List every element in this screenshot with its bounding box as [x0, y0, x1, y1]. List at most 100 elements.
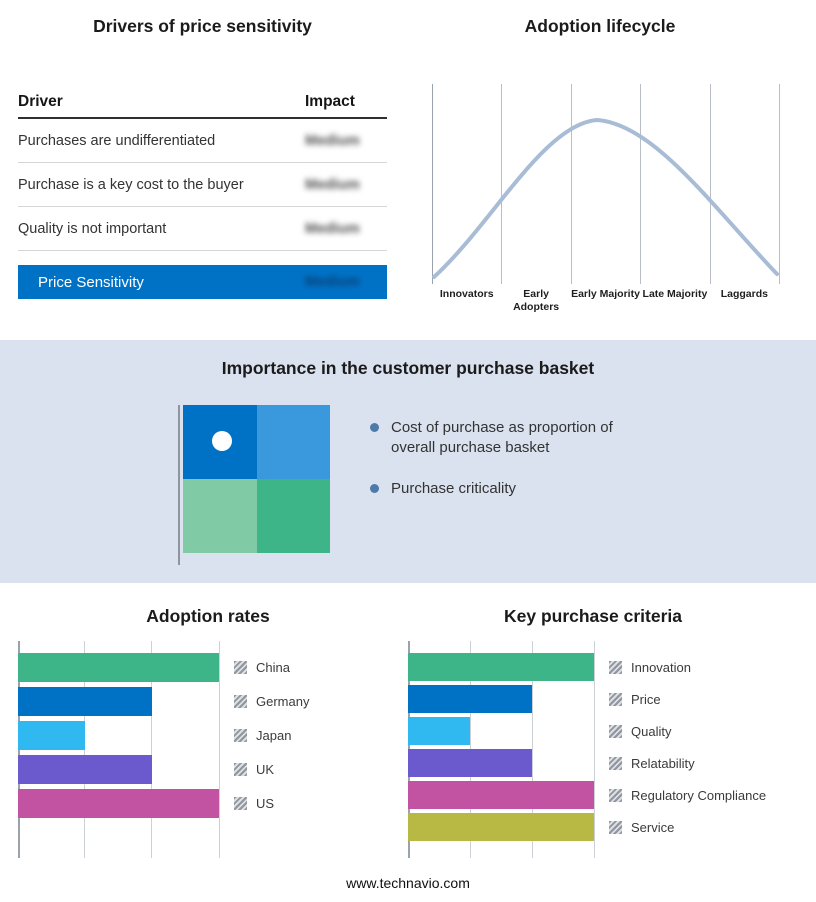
stage-label-innovators: Innovators — [439, 288, 494, 300]
table-row: Quality is not important Medium — [18, 207, 387, 251]
legend-label: Price — [631, 691, 661, 707]
legend-label: Germany — [256, 694, 310, 709]
plot-area — [408, 641, 595, 858]
chart-body: China Germany Japan UK US — [18, 641, 398, 858]
bar-quality — [408, 717, 470, 745]
impact-cell-redacted: Medium — [305, 274, 360, 290]
stage-label-laggards: Laggards — [720, 288, 768, 300]
adoption-lifecycle-panel: Adoption lifecycle Innovators Early Adop… — [410, 16, 790, 313]
legend-item: Price — [609, 685, 766, 713]
price-sensitivity-label: Price Sensitivity — [38, 273, 144, 291]
bullet-text: Cost of purchase as proportion of overal… — [391, 419, 613, 456]
quadrant-cell-bottom-right — [256, 479, 330, 553]
legend-item: Germany — [234, 687, 309, 716]
legend-item: Relatability — [609, 749, 766, 777]
driver-cell: Purchase is a key cost to the buyer — [18, 176, 244, 193]
legend-item: US — [234, 789, 309, 818]
quadrant-cell-bottom-left — [183, 479, 257, 553]
legend-swatch-icon — [234, 797, 247, 810]
legend-swatch-icon — [609, 724, 622, 738]
bars — [18, 641, 219, 818]
bar-price — [408, 685, 532, 713]
drivers-of-price-sensitivity-panel: Drivers of price sensitivity Driver Impa… — [18, 16, 387, 299]
drivers-table: Driver Impact Purchases are undifferenti… — [18, 89, 387, 251]
legend-swatch-icon — [609, 788, 622, 802]
key-purchase-criteria-title: Key purchase criteria — [503, 606, 682, 626]
bullet-icon — [370, 484, 379, 493]
bullet-text: Purchase criticality — [391, 480, 517, 497]
bar-row — [408, 813, 594, 841]
bar-china — [18, 653, 219, 682]
bar-uk — [18, 755, 152, 784]
chart-legend: China Germany Japan UK US — [234, 641, 309, 858]
bar-relatability — [408, 749, 532, 777]
impact-cell-redacted: Medium — [305, 132, 360, 149]
bullet-icon — [370, 423, 379, 432]
legend-label: Service — [631, 819, 675, 835]
bar-row — [408, 749, 594, 777]
legend-item: China — [234, 653, 309, 682]
impact-cell-redacted: Medium — [305, 220, 360, 237]
position-marker-dot — [212, 431, 232, 451]
gridline — [593, 641, 595, 858]
drivers-table-header: Driver Impact — [18, 89, 387, 119]
legend-label: Japan — [256, 728, 292, 743]
quadrant-graphic — [178, 405, 338, 570]
purchase-basket-band: Importance in the customer purchase bask… — [0, 340, 816, 583]
gridline — [640, 84, 642, 284]
legend-swatch-icon — [234, 695, 247, 708]
bar-row — [18, 687, 219, 716]
bar-service — [408, 813, 594, 841]
impact-cell-redacted: Medium — [305, 176, 360, 193]
legend-item: Service — [609, 813, 766, 841]
lifecycle-stage-labels: Innovators Early Adopters Early Majority… — [432, 288, 779, 313]
chart-legend: Innovation Price Quality Relatability Regula… — [609, 641, 766, 858]
bar-row — [18, 755, 219, 784]
legend-item: Quality — [609, 717, 766, 745]
stage-label-early-adopters: Early Adopters — [513, 288, 560, 313]
legend-label: Regulatory Compliance — [631, 787, 767, 803]
column-header-driver: Driver — [18, 93, 63, 110]
legend-label: Quality — [631, 723, 672, 739]
legend-swatch-icon — [609, 660, 622, 674]
bar-japan — [18, 721, 85, 750]
bar-innovation — [408, 653, 594, 681]
legend-label: UK — [256, 762, 275, 777]
bar-row — [18, 721, 219, 750]
price-sensitivity-summary-row: Price Sensitivity Medium — [18, 265, 387, 299]
gridline — [432, 84, 433, 284]
bar-row — [408, 717, 594, 745]
gridline — [151, 641, 153, 858]
list-item: Purchase criticality — [370, 479, 642, 499]
bar-us — [18, 789, 219, 818]
bar-row — [408, 685, 594, 713]
stage-label-late-majority: Late Majority — [642, 288, 708, 300]
legend-swatch-icon — [609, 692, 622, 706]
bar-germany — [18, 687, 152, 716]
bar-row — [408, 653, 594, 681]
table-row: Purchase is a key cost to the buyer Medi… — [18, 163, 387, 207]
bar-row — [408, 781, 594, 809]
gridline — [709, 84, 711, 284]
bell-curve-icon — [432, 117, 779, 279]
legend-swatch-icon — [234, 729, 247, 742]
legend-label: US — [256, 796, 275, 811]
basket-panel-title: Importance in the customer purchase bask… — [221, 358, 595, 378]
plot-area — [18, 641, 220, 858]
bars — [408, 641, 594, 841]
legend-label: Innovation — [631, 659, 691, 675]
basket-bullet-list: Cost of purchase as proportion of overal… — [370, 418, 642, 499]
gridline — [501, 84, 503, 284]
chart-body: Innovation Price Quality Relatability Regula… — [408, 641, 778, 858]
quadrant-cell-top-right — [256, 405, 330, 479]
quadrant-grid — [183, 405, 330, 553]
legend-item: Regulatory Compliance — [609, 781, 766, 809]
quadrant-axis — [178, 405, 180, 565]
bar-regulatory-compliance — [408, 781, 594, 809]
legend-item: Japan — [234, 721, 309, 750]
legend-swatch-icon — [609, 756, 622, 770]
gridline — [218, 641, 220, 858]
bar-row — [18, 653, 219, 682]
legend-item: Innovation — [609, 653, 766, 681]
